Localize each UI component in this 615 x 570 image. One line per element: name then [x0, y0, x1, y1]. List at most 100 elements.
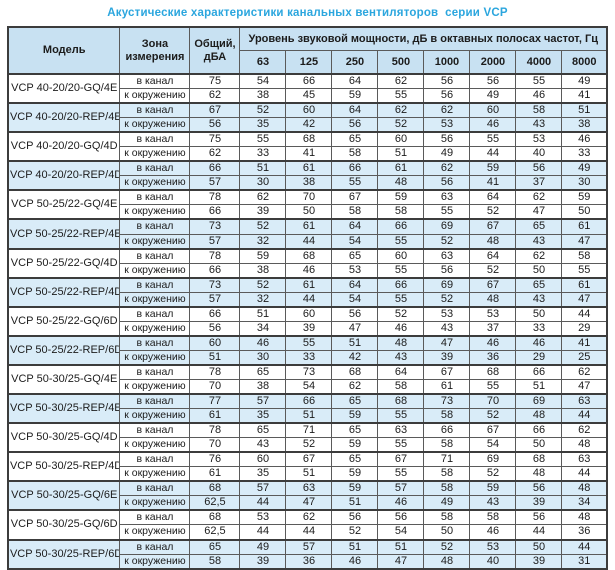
band-level-cell: 43 [515, 233, 563, 250]
zone-cell: к окружению [119, 408, 191, 424]
total-dba-cell: 66 [189, 305, 241, 322]
band-level-cell: 65 [515, 276, 563, 293]
band-level-cell: 59 [331, 480, 379, 497]
band-level-cell: 29 [515, 349, 563, 366]
table-row: к окружению 62,5 44 47 51 46 49 43 39 34 [8, 495, 608, 511]
band-level-cell: 62 [377, 102, 425, 119]
band-level-cell: 69 [469, 451, 517, 468]
header-freq-500: 500 [377, 50, 425, 75]
band-level-cell: 53 [331, 262, 379, 279]
band-level-cell: 64 [331, 73, 379, 90]
band-level-cell: 66 [377, 276, 425, 293]
band-level-cell: 49 [561, 160, 608, 177]
band-level-cell: 73 [285, 363, 333, 380]
table-row: VCP 50-30/25-REP/4D в канал 76 60 67 65 67 71 69… [7, 451, 608, 482]
band-level-cell: 62 [331, 378, 379, 395]
table-row: VCP 50-25/22-GQ/4E в канал 78 62 70 67 59 63 64 6… [7, 189, 608, 220]
zone-cell: к окружению [119, 88, 191, 104]
band-level-cell: 60 [377, 131, 425, 148]
band-level-cell: 44 [285, 524, 333, 540]
total-dba-cell: 78 [189, 189, 241, 206]
total-dba-cell: 78 [189, 422, 241, 439]
band-level-cell: 65 [239, 422, 287, 439]
table-row: VCP 40-20/20-GQ/4E в канал 75 54 66 64 62 56 56 5… [7, 72, 608, 104]
band-level-cell: 46 [469, 334, 517, 351]
band-level-cell: 44 [285, 291, 333, 308]
band-level-cell: 55 [561, 262, 608, 279]
band-level-cell: 71 [285, 422, 333, 439]
band-level-cell: 38 [239, 378, 287, 395]
total-dba-cell: 73 [189, 218, 241, 235]
band-level-cell: 51 [515, 378, 563, 395]
total-dba-cell: 56 [189, 117, 241, 133]
band-level-cell: 37 [515, 175, 563, 191]
header-freq-4000: 4000 [515, 50, 563, 75]
band-level-cell: 65 [239, 363, 287, 380]
band-level-cell: 39 [285, 320, 333, 337]
table-row: VCP 50-25/22-REP/6D в канал 60 46 55 51 48 47 46… [7, 334, 608, 366]
band-level-cell: 44 [285, 233, 333, 250]
zone-cell: в канал [119, 131, 191, 148]
zone-cell: в канал [119, 102, 191, 119]
band-level-cell: 54 [377, 524, 425, 540]
band-level-cell: 58 [377, 204, 425, 220]
zone-cell: к окружению [119, 378, 191, 395]
band-level-cell: 65 [331, 451, 379, 468]
band-level-cell: 44 [515, 524, 563, 540]
table-row: VCP 50-25/22-GQ/6D в канал 66 51 60 56 52 53 53 5… [7, 305, 608, 337]
band-level-cell: 52 [239, 276, 287, 293]
table-row: VCP 50-30/25-REP/4E в канал 77 57 66 65 68 73 70… [7, 393, 608, 424]
band-level-cell: 46 [377, 320, 425, 337]
band-level-cell: 52 [423, 233, 471, 250]
band-level-cell: 62 [515, 247, 563, 264]
band-level-cell: 47 [331, 320, 379, 337]
band-level-cell: 66 [285, 73, 333, 90]
band-level-cell: 73 [423, 393, 471, 410]
band-level-cell: 61 [285, 160, 333, 177]
zone-cell: в канал [119, 509, 191, 526]
band-level-cell: 63 [561, 451, 608, 468]
band-level-cell: 44 [239, 524, 287, 540]
band-level-cell: 55 [469, 378, 517, 395]
band-level-cell: 63 [377, 422, 425, 439]
band-level-cell: 44 [469, 146, 517, 162]
zone-cell: к окружению [119, 117, 191, 133]
band-level-cell: 46 [515, 88, 563, 104]
zone-cell: к окружению [119, 495, 191, 511]
band-level-cell: 55 [377, 291, 425, 308]
band-level-cell: 46 [515, 334, 563, 351]
band-level-cell: 61 [285, 276, 333, 293]
band-level-cell: 33 [285, 349, 333, 366]
band-level-cell: 67 [469, 218, 517, 235]
band-level-cell: 69 [423, 218, 471, 235]
band-level-cell: 57 [377, 480, 425, 497]
table-row: к окружению 56 35 42 56 52 53 46 43 38 [8, 117, 608, 133]
band-level-cell: 58 [423, 437, 471, 453]
band-level-cell: 64 [377, 363, 425, 380]
band-level-cell: 62 [561, 363, 608, 380]
band-level-cell: 62 [239, 189, 287, 206]
total-dba-cell: 62 [189, 88, 241, 104]
band-level-cell: 58 [377, 378, 425, 395]
band-level-cell: 38 [285, 175, 333, 191]
total-dba-cell: 57 [189, 233, 241, 250]
band-level-cell: 68 [515, 451, 563, 468]
table-row: к окружению 70 38 54 62 58 61 55 51 47 [8, 378, 608, 395]
band-level-cell: 47 [515, 204, 563, 220]
band-level-cell: 61 [377, 160, 425, 177]
band-level-cell: 52 [469, 466, 517, 482]
band-level-cell: 60 [285, 102, 333, 119]
band-level-cell: 55 [377, 233, 425, 250]
band-level-cell: 55 [285, 334, 333, 351]
band-level-cell: 25 [561, 349, 608, 366]
band-level-cell: 39 [515, 553, 563, 570]
band-level-cell: 53 [423, 305, 471, 322]
band-level-cell: 69 [515, 393, 563, 410]
table-header: Модель Зона измерения Общий, дБА Уровень… [7, 26, 608, 75]
model-cell: VCP 50-25/22-GQ/4E [7, 189, 121, 220]
band-level-cell: 58 [515, 102, 563, 119]
model-cell: VCP 50-30/25-GQ/4E [7, 363, 121, 395]
band-level-cell: 51 [331, 538, 379, 555]
band-level-cell: 52 [239, 102, 287, 119]
table-row: VCP 50-25/22-REP/4E в канал 73 52 61 64 66 69 67… [7, 218, 608, 250]
